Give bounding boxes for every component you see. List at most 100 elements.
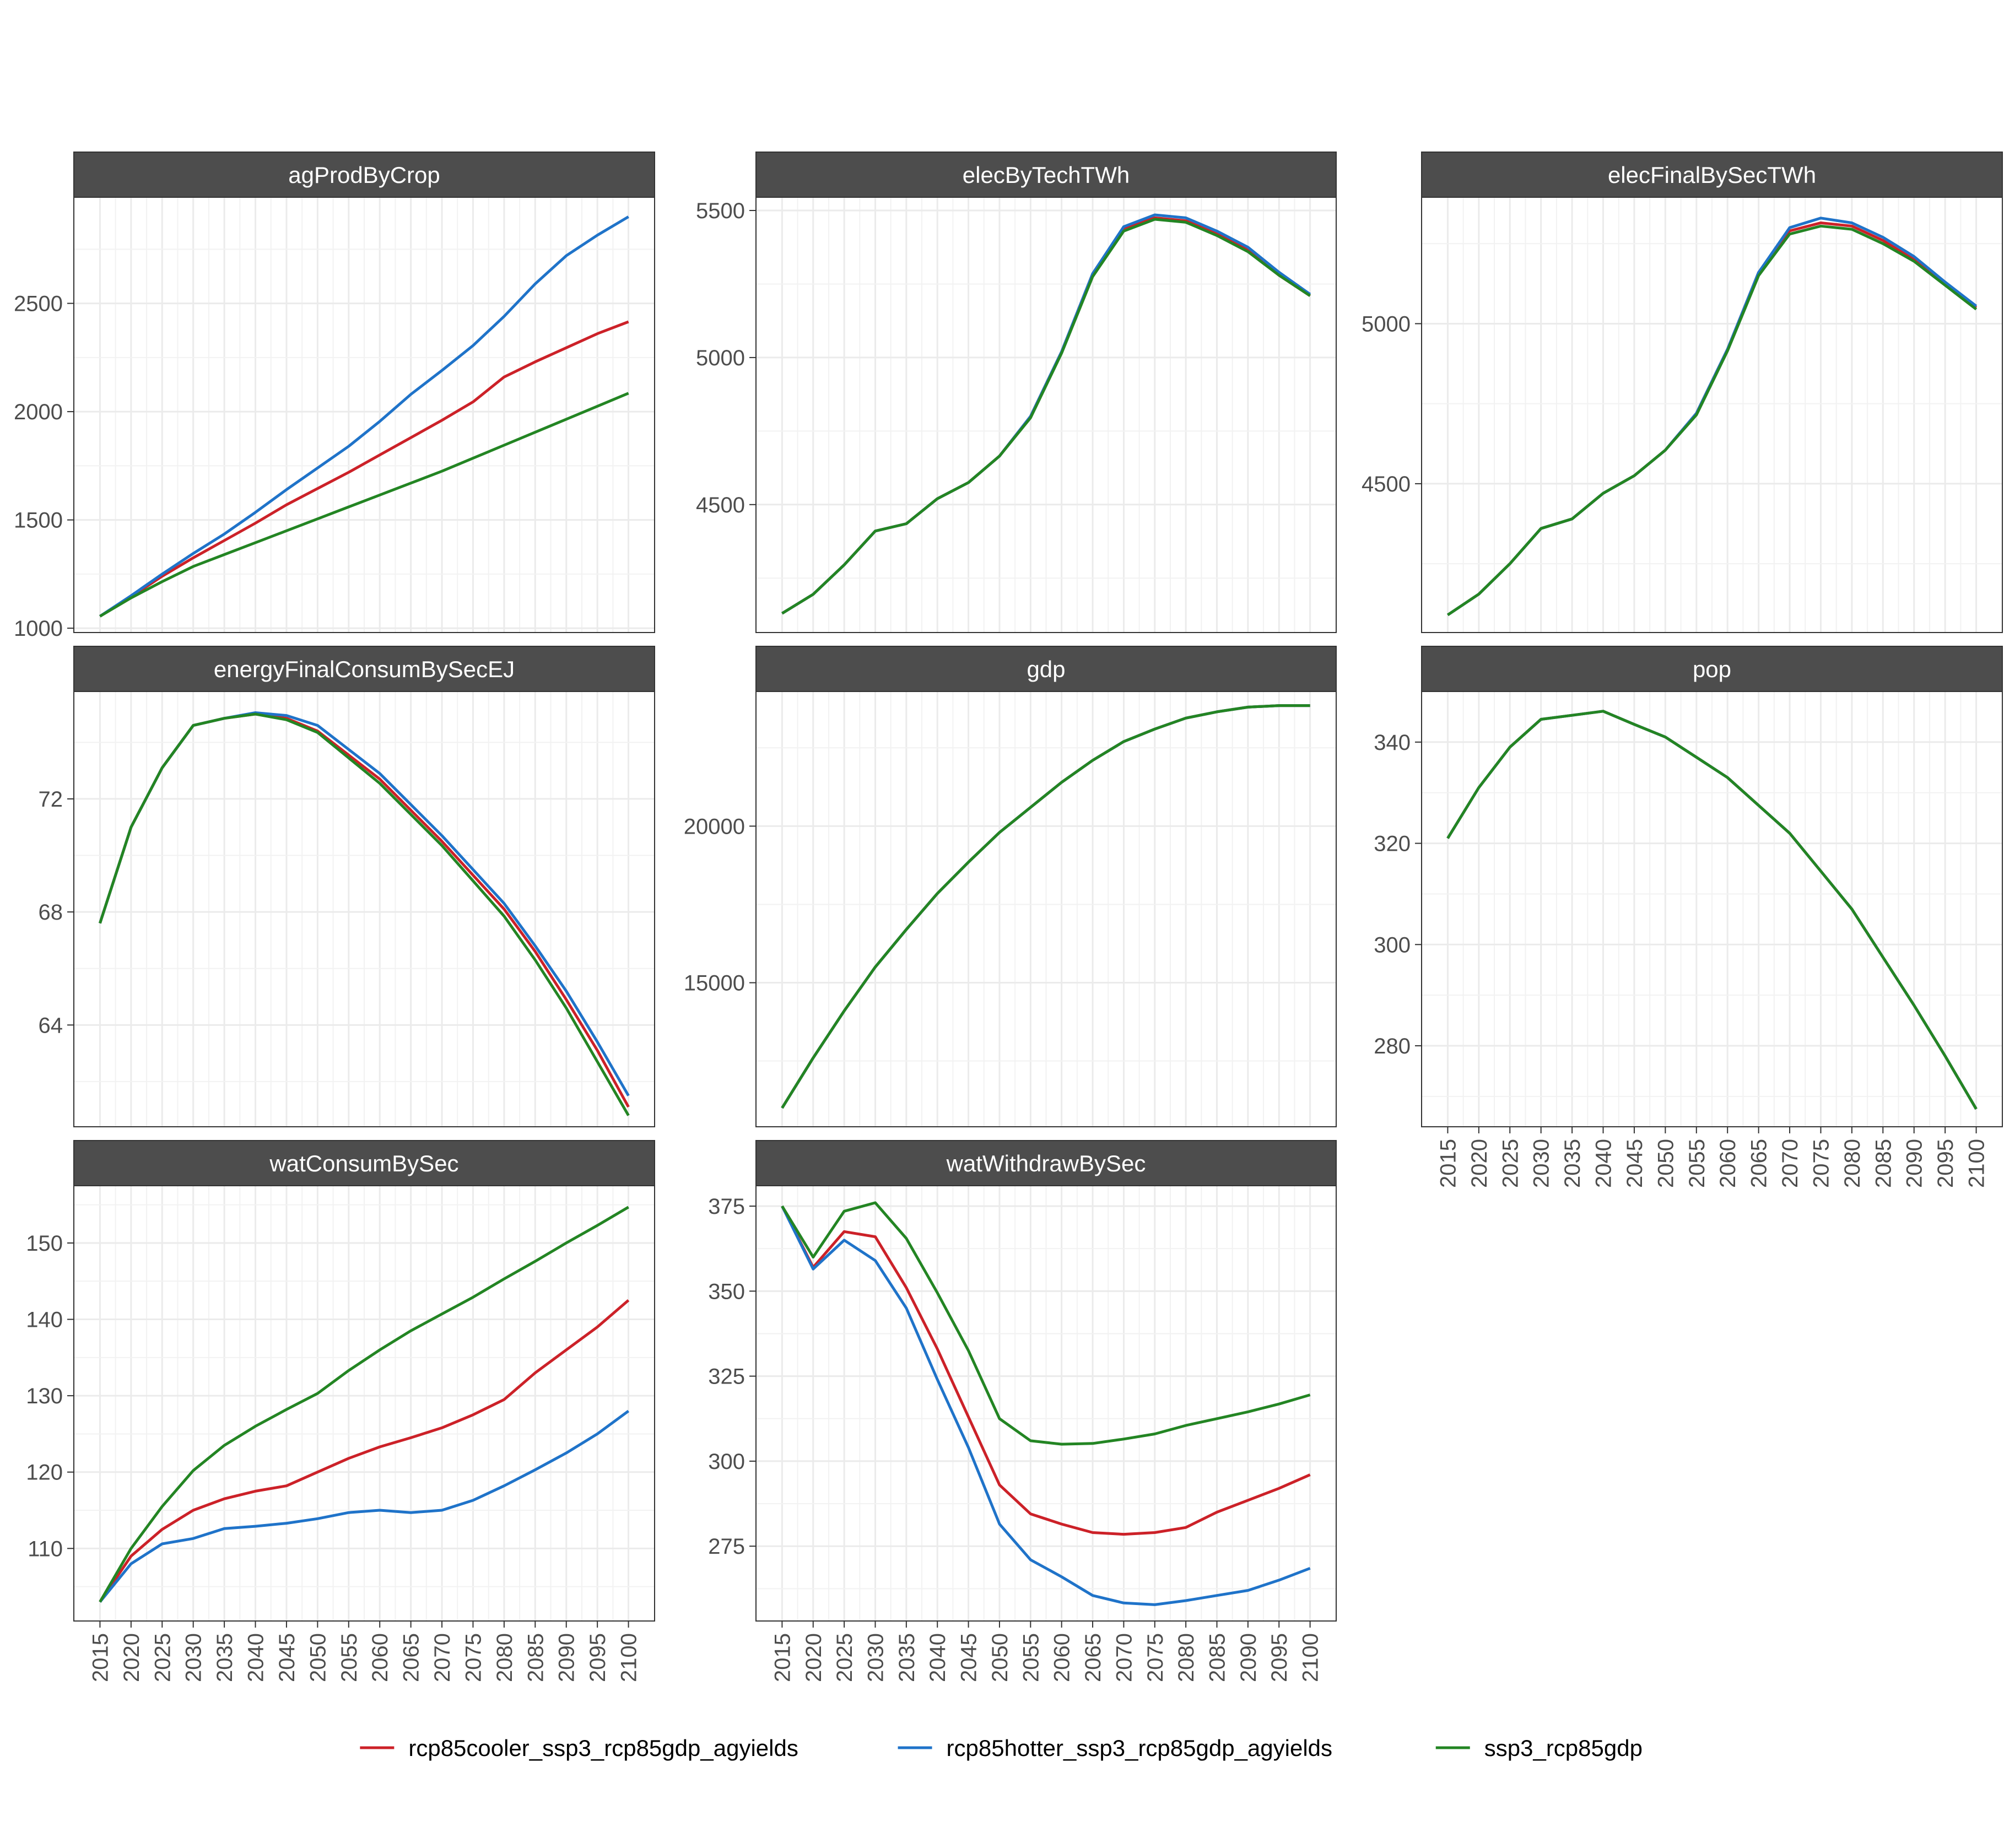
y-tick-label: 72 (39, 787, 63, 812)
x-tick-label: 2040 (244, 1633, 268, 1682)
x-tick-label: 2025 (1498, 1139, 1522, 1188)
series-line-rcp85cooler-ssp3-rcp85gdp-agyields (781, 1205, 1311, 1536)
x-tick-label: 2085 (1206, 1633, 1230, 1682)
x-tick-label: 2085 (523, 1633, 548, 1682)
x-tick-label: 2025 (150, 1633, 175, 1682)
legend: rcp85cooler_ssp3_rcp85gdp_agyields rcp85h… (360, 1735, 1643, 1761)
series-line-ssp3-rcp85gdp (99, 392, 629, 618)
x-tick-label: 2080 (493, 1633, 517, 1682)
x-tick-label: 2060 (1050, 1633, 1074, 1682)
y-tick-label: 5500 (696, 199, 745, 223)
y-tick-label: 2000 (14, 400, 63, 424)
panel-title: agProdByCrop (288, 162, 440, 188)
panel-border (1421, 197, 2003, 633)
x-tick-label: 2040 (1592, 1139, 1616, 1188)
panel-border (755, 691, 1337, 1127)
y-tick-label: 4500 (1362, 472, 1411, 496)
x-tick-label: 2035 (895, 1633, 919, 1682)
panel-title: elecByTechTWh (963, 162, 1130, 188)
x-tick-label: 2065 (399, 1633, 424, 1682)
y-tick-label: 1500 (14, 509, 63, 533)
series-line-ssp3-rcp85gdp (1446, 710, 1978, 1110)
legend-item-ssp3-rcp85gdp: ssp3_rcp85gdp (1435, 1735, 1643, 1761)
x-tick-label: 2095 (1267, 1633, 1292, 1682)
panel-border (1421, 691, 2003, 1127)
panel-strip (1421, 646, 2003, 692)
series-line-ssp3-rcp85gdp (781, 218, 1311, 615)
y-tick-label: 340 (1374, 731, 1411, 755)
y-tick-label: 130 (26, 1384, 63, 1408)
x-tick-label: 2050 (988, 1633, 1012, 1682)
y-tick-label: 68 (39, 900, 63, 925)
panel-border (73, 197, 655, 633)
panel-watwithdrawbysec: watWithdrawBySec 275 300 325 350 375 2015 2020 2… (708, 1140, 1337, 1682)
x-tick-label: 2060 (1716, 1139, 1740, 1188)
x-tick-label: 2085 (1871, 1139, 1895, 1188)
x-tick-label: 2065 (1747, 1139, 1771, 1188)
series-line-rcp85cooler-ssp3-rcp85gdp-agyields (99, 320, 629, 618)
legend-item-rcp85hotter-ssp3-rcp85gdp-agyields: rcp85hotter_ssp3_rcp85gdp_agyields (898, 1735, 1332, 1761)
x-tick-label: 2075 (1809, 1139, 1833, 1188)
x-tick-label: 2060 (368, 1633, 392, 1682)
x-tick-label: 2075 (461, 1633, 485, 1682)
x-tick-label: 2070 (430, 1633, 455, 1682)
y-tick-label: 64 (39, 1013, 63, 1038)
panel-elecfinalbysectwh: elecFinalBySecTWh 4500 5000 (1362, 152, 2003, 633)
series-line-rcp85hotter-ssp3-rcp85gdp-agyields (99, 215, 629, 618)
y-tick-label: 5000 (1362, 312, 1411, 336)
panel-strip (755, 152, 1337, 198)
panel-border (755, 197, 1337, 633)
x-tick-label: 2030 (182, 1633, 206, 1682)
x-tick-label: 2055 (1019, 1633, 1043, 1682)
panel-watconsumbysec: watConsumBySec 110 120 130 140 150 2015 2020 202… (26, 1140, 655, 1682)
series-line-rcp85cooler-ssp3-rcp85gdp-agyields (99, 1299, 630, 1603)
panel-strip (73, 152, 655, 198)
panel-strip (1421, 152, 2003, 198)
y-tick-label: 320 (1374, 832, 1411, 856)
panel-border (755, 1185, 1337, 1622)
panel-border (73, 691, 655, 1127)
x-tick-label: 2055 (337, 1633, 361, 1682)
x-tick-label: 2095 (586, 1633, 610, 1682)
x-tick-label: 2055 (1685, 1139, 1709, 1188)
x-tick-label: 2100 (1965, 1139, 1989, 1188)
y-tick-label: 1000 (14, 617, 63, 641)
series-line-ssp3-rcp85gdp (1447, 224, 1978, 617)
y-tick-label: 110 (28, 1537, 63, 1561)
y-tick-label: 140 (26, 1308, 63, 1332)
x-tick-label: 2015 (88, 1633, 112, 1682)
y-tick-label: 15000 (684, 971, 745, 996)
y-tick-label: 20000 (684, 814, 745, 839)
panel-title: pop (1693, 656, 1731, 682)
x-tick-label: 2075 (1143, 1633, 1168, 1682)
x-tick-label: 2050 (306, 1633, 330, 1682)
y-tick-label: 375 (708, 1195, 745, 1219)
series-line-rcp85hotter-ssp3-rcp85gdp-agyields (99, 1409, 630, 1603)
x-tick-label: 2020 (120, 1633, 144, 1682)
series-line-rcp85hotter-ssp3-rcp85gdp-agyields (781, 1205, 1311, 1606)
y-tick-label: 150 (26, 1231, 63, 1256)
legend-item-rcp85cooler-ssp3-rcp85gdp-agyields: rcp85cooler_ssp3_rcp85gdp_agyields (360, 1735, 798, 1761)
y-tick-label: 275 (708, 1534, 745, 1559)
x-tick-label: 2030 (863, 1633, 888, 1682)
x-tick-label: 2020 (1467, 1139, 1492, 1188)
y-tick-label: 325 (708, 1365, 745, 1389)
x-tick-label: 2015 (1436, 1139, 1460, 1188)
y-tick-label: 350 (708, 1279, 745, 1304)
y-tick-label: 300 (1374, 933, 1411, 957)
panel-pop: pop 280 300 320 340 2015 2020 2025 2030 2035 2040 2… (1374, 646, 2003, 1188)
x-tick-label: 2045 (1623, 1139, 1647, 1188)
panel-title: watWithdrawBySec (946, 1150, 1146, 1176)
x-tick-label: 2045 (957, 1633, 981, 1682)
x-tick-label: 2090 (1903, 1139, 1927, 1188)
x-tick-label: 2090 (555, 1633, 579, 1682)
x-tick-label: 2020 (802, 1633, 826, 1682)
panel-elecbytechtwh: elecByTechTWh 4500 5000 5500 (696, 152, 1337, 633)
x-tick-label: 2045 (275, 1633, 299, 1682)
panel-title: energyFinalConsumBySecEJ (214, 656, 515, 682)
series-line-ssp3-rcp85gdp (781, 1201, 1311, 1446)
x-tick-label: 2025 (833, 1633, 857, 1682)
x-tick-label: 2035 (213, 1633, 237, 1682)
y-tick-label: 4500 (696, 493, 745, 517)
